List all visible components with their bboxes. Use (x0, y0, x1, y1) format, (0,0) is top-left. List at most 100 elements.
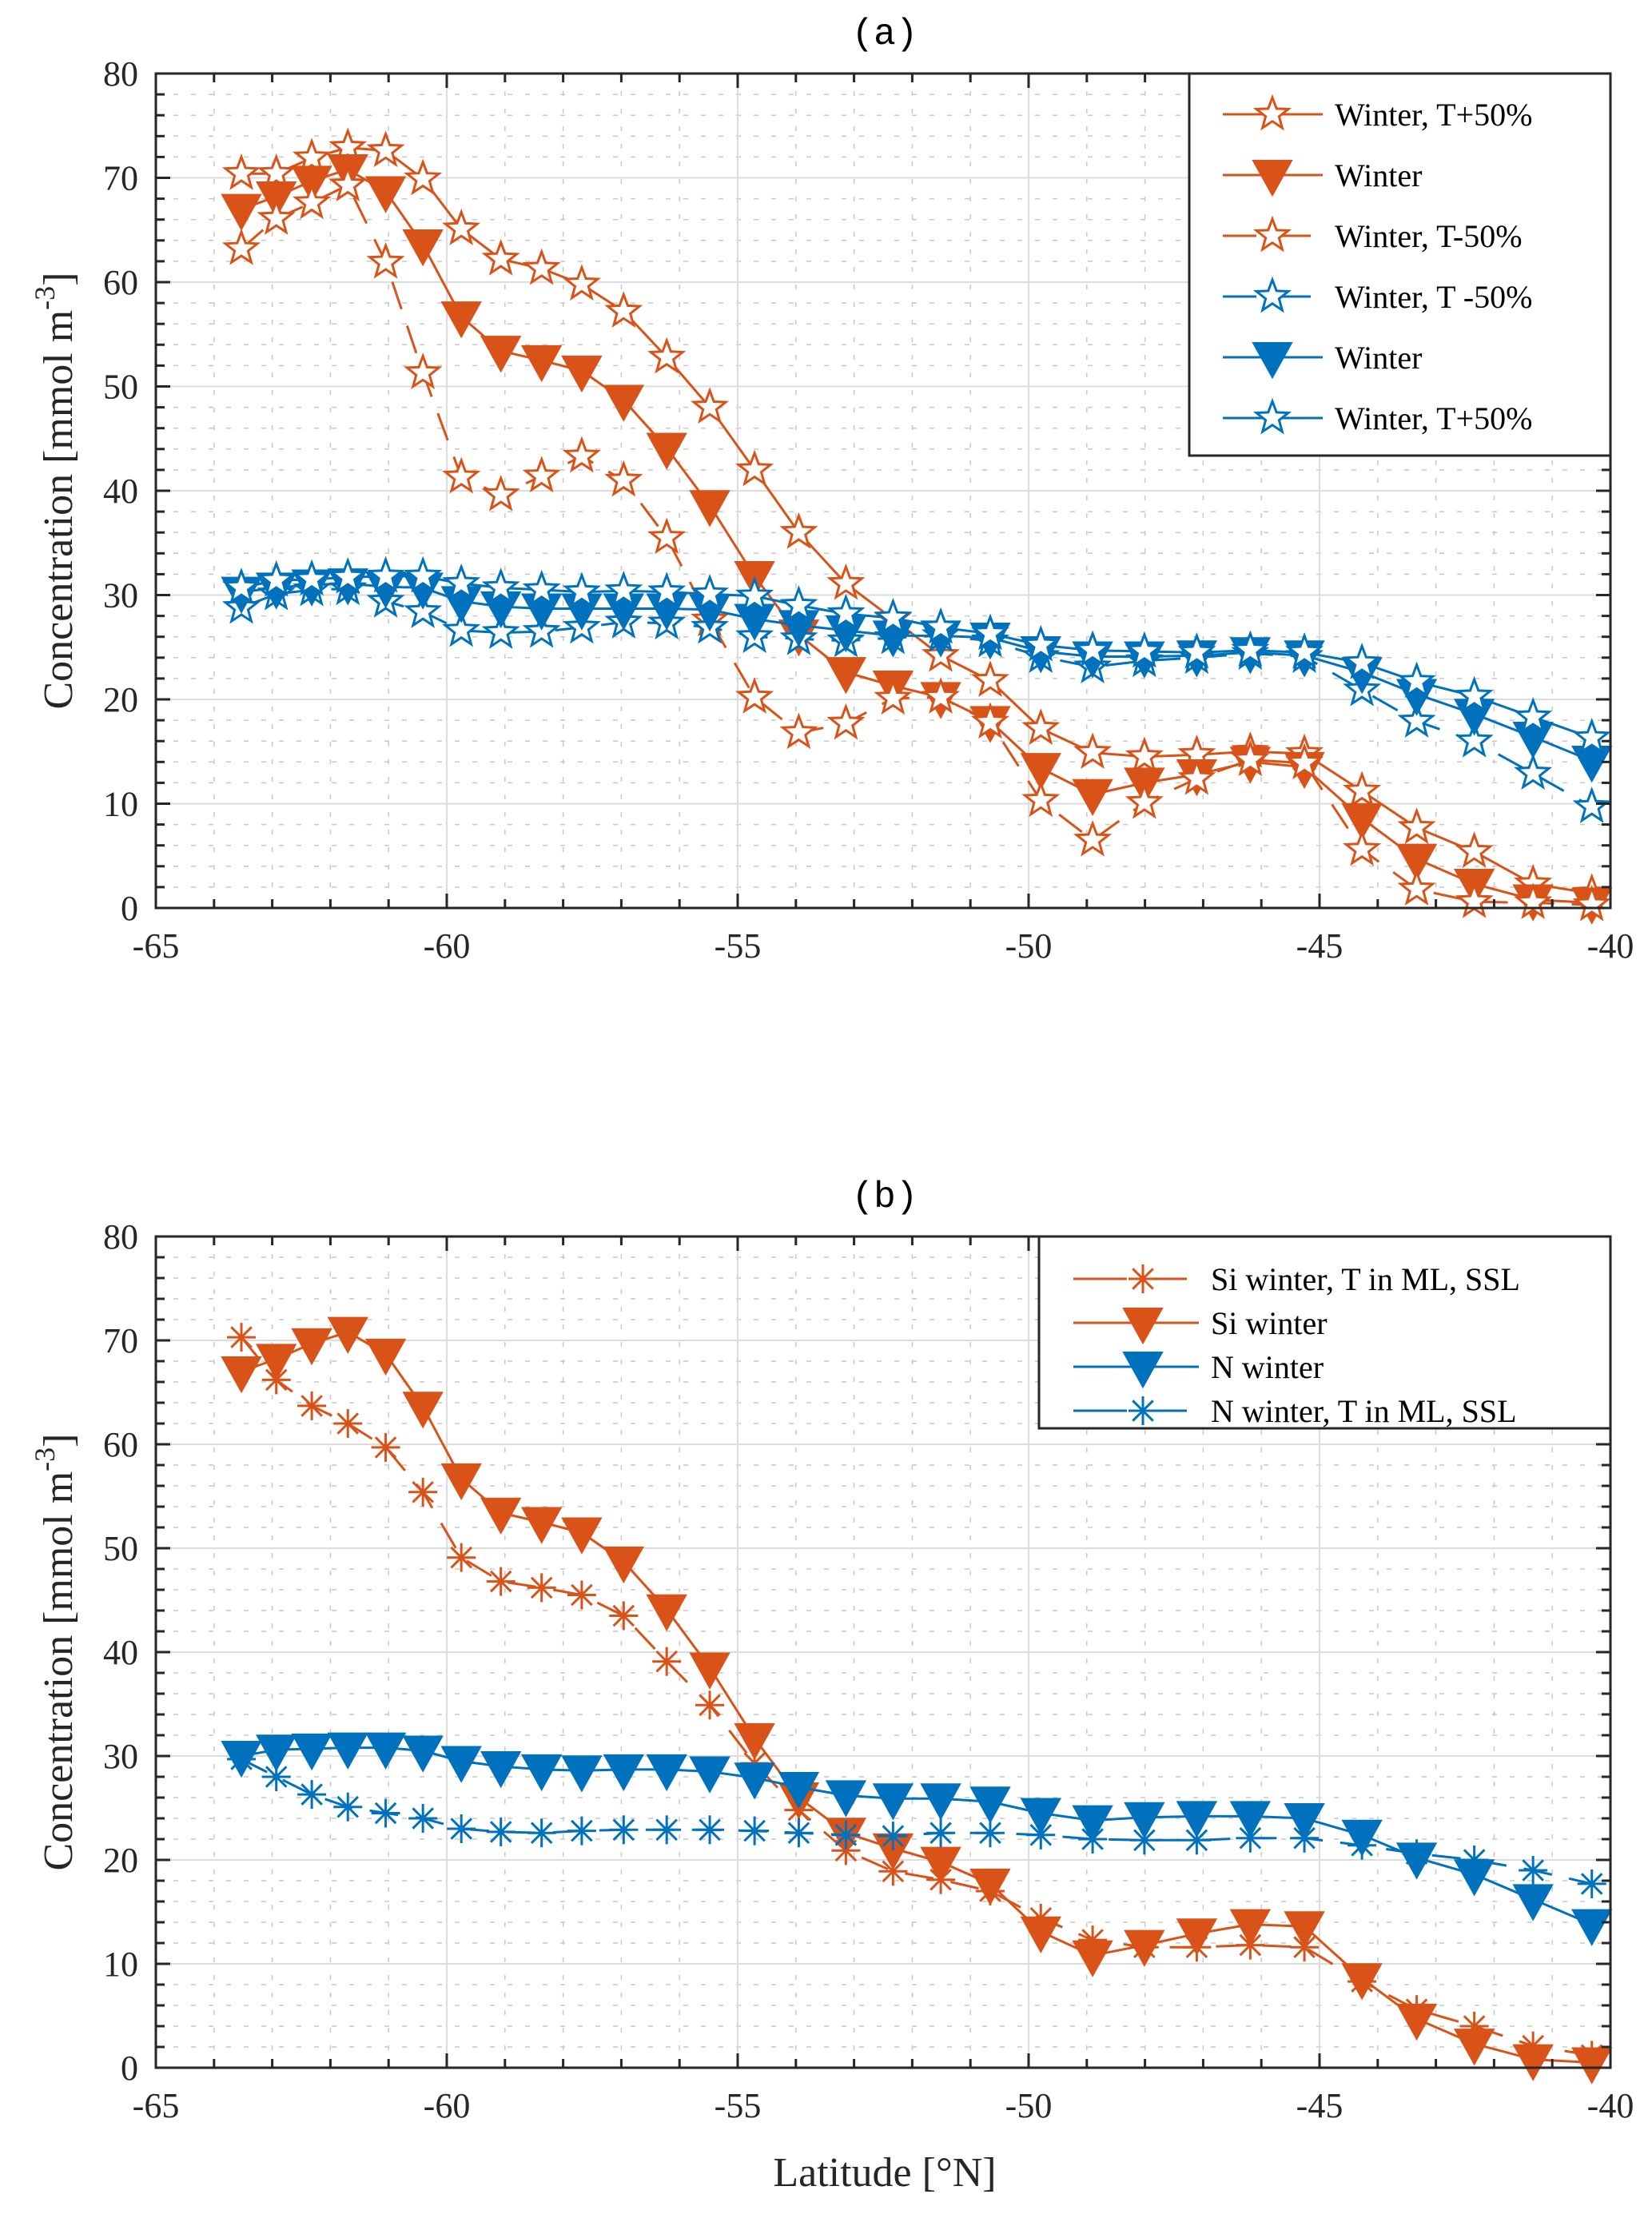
data-point (291, 1328, 332, 1366)
data-point (404, 352, 443, 389)
y-tick-label: 80 (103, 54, 138, 94)
data-point (872, 1783, 914, 1821)
asterisk-stroke (787, 1822, 810, 1844)
data-point (481, 474, 520, 512)
data-point (784, 1818, 814, 1848)
data-point (1129, 1826, 1159, 1855)
data-point (1577, 1869, 1606, 1898)
data-point (297, 1391, 327, 1420)
asterisk-stroke (530, 1576, 553, 1599)
panel-a-xtick-labels: -65 -60 -55 -50 -45 -40 (133, 926, 1634, 966)
data-point (561, 355, 603, 393)
data-point (366, 130, 405, 168)
legend-marker (1252, 215, 1292, 253)
data-point (969, 1868, 1011, 1906)
data-point (447, 1814, 476, 1843)
data-point (1072, 1940, 1113, 1977)
data-point (691, 387, 730, 424)
data-point (520, 1754, 563, 1792)
legend-marker (1129, 1396, 1157, 1425)
legend-item: Winter, T+50% (1223, 94, 1532, 133)
panel-a-title: (a) (852, 14, 918, 55)
data-point (926, 1818, 956, 1848)
data-point (1231, 630, 1270, 667)
y-tick-label: 10 (103, 785, 138, 824)
data-point (561, 1755, 603, 1793)
data-point (1125, 631, 1164, 668)
data-point (520, 593, 563, 631)
data-point (520, 344, 563, 383)
data-point (1236, 1823, 1265, 1853)
series-n-winter-t-in-ml-ssl-blue (227, 1744, 1606, 1898)
data-point (1455, 881, 1494, 918)
asterisk-stroke (1132, 1400, 1154, 1422)
legend-label: Winter, T+50% (1335, 97, 1532, 133)
asterisk-stroke (489, 1570, 512, 1593)
data-point (227, 1323, 257, 1352)
data-point (364, 176, 407, 213)
legend-item: Si winter, T in ML, SSL (1073, 1261, 1520, 1297)
data-point (1512, 721, 1554, 759)
series-si-winter-t-in-ml-ssl-orange (227, 1323, 1606, 2070)
asterisk-stroke (882, 1860, 905, 1883)
legend-item: N winter, T in ML, SSL (1073, 1393, 1517, 1429)
data-point (1395, 2003, 1438, 2041)
data-point (1512, 2044, 1554, 2081)
x-tick-label: -50 (1005, 926, 1053, 966)
data-point (969, 1786, 1011, 1824)
x-tick-label: -55 (715, 2086, 762, 2125)
asterisk-stroke (1293, 1826, 1316, 1850)
data-point (257, 153, 296, 190)
asterisk-stroke (1132, 1268, 1154, 1290)
data-point (740, 1816, 770, 1846)
data-point (1397, 869, 1436, 906)
data-point (1571, 2047, 1613, 2085)
y-tick-label: 50 (103, 368, 138, 407)
asterisk-stroke (743, 1819, 766, 1842)
panel-b-title: (b) (852, 1177, 918, 1218)
legend-box (1188, 72, 1612, 457)
asterisk-stroke (882, 1825, 905, 1847)
asterisk-stroke (1081, 1828, 1104, 1850)
data-point (735, 575, 774, 613)
x-tick-label: -60 (424, 2086, 471, 2125)
y-tick-label: 30 (103, 576, 138, 615)
asterisk-stroke (1185, 1829, 1208, 1852)
data-point (293, 559, 332, 596)
asterisk-stroke (450, 1818, 472, 1840)
legend-item: Winter (1223, 157, 1422, 197)
data-point (481, 612, 520, 649)
x-tick-label: -60 (424, 926, 471, 966)
data-point (604, 291, 643, 328)
data-point (1397, 701, 1436, 738)
data-point (1571, 1909, 1613, 1946)
data-point (874, 678, 913, 715)
y-tick-label: 50 (103, 1529, 138, 1568)
legend-item: Si winter (1073, 1305, 1328, 1345)
data-point (1020, 1916, 1061, 1953)
data-point (778, 1772, 820, 1810)
data-point (689, 1756, 730, 1794)
data-point (1284, 1911, 1325, 1949)
data-point (364, 1338, 407, 1376)
x-tick-label: -65 (133, 2086, 180, 2125)
data-point (1021, 624, 1061, 662)
data-point (562, 264, 601, 301)
data-point (1514, 882, 1553, 919)
data-point (257, 198, 296, 235)
data-point (440, 1463, 482, 1501)
data-point (1231, 739, 1270, 777)
data-point (291, 1733, 332, 1771)
data-point (826, 563, 866, 600)
legend-marker (1252, 397, 1292, 435)
data-point (922, 677, 961, 714)
legend-item: N winter (1073, 1349, 1324, 1389)
asterisk-stroke (336, 1412, 360, 1435)
data-point (646, 1754, 687, 1792)
data-point (734, 603, 775, 641)
legend-label: Winter (1335, 157, 1422, 193)
data-point (1177, 758, 1216, 795)
x-tick-label: -45 (1296, 926, 1343, 966)
data-point (1341, 802, 1383, 841)
